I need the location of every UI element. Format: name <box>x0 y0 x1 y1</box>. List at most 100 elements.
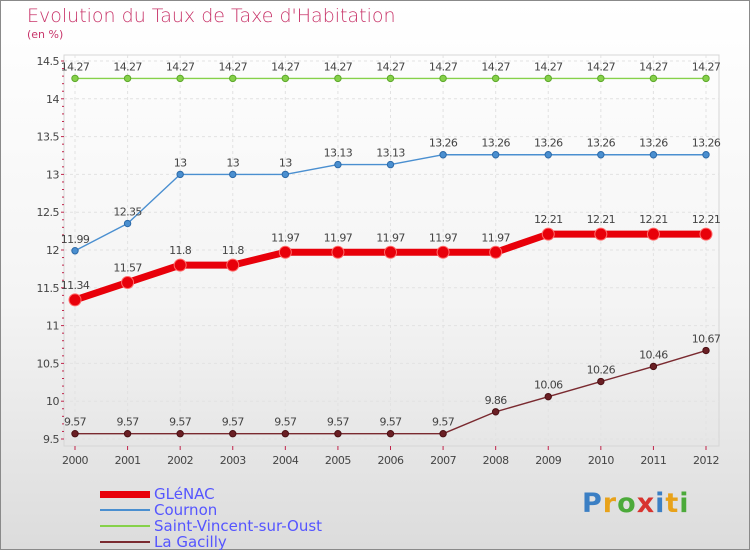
data-label: 11.34 <box>61 279 90 292</box>
data-label: 11.97 <box>376 231 405 244</box>
data-label: 11.97 <box>271 231 300 244</box>
proxiti-logo: Proxiti <box>582 488 690 519</box>
data-point <box>491 408 500 416</box>
data-label: 14.27 <box>61 60 90 73</box>
data-point <box>386 430 395 438</box>
data-point <box>281 170 290 179</box>
data-label: 10.06 <box>534 379 563 392</box>
logo-letter: t <box>665 488 680 519</box>
y-tick-label: 10.5 <box>37 357 60 370</box>
data-label: 11.57 <box>113 262 142 275</box>
data-label: 12.21 <box>587 213 616 226</box>
data-label: 9.57 <box>222 416 245 429</box>
x-tick-label: 2000 <box>62 454 88 467</box>
data-point <box>71 74 79 83</box>
data-point <box>544 151 552 159</box>
logo-letter: x <box>636 488 656 519</box>
data-point <box>436 245 450 259</box>
x-tick-label: 2005 <box>325 454 351 467</box>
data-label: 14.27 <box>376 60 405 73</box>
data-label: 9.86 <box>485 394 508 407</box>
data-label: 14.27 <box>692 60 721 73</box>
data-label: 9.57 <box>117 416 140 429</box>
y-tick-label: 14.5 <box>37 55 60 68</box>
y-tick-label: 13.5 <box>37 131 60 144</box>
x-tick-label: 2008 <box>483 454 509 467</box>
x-tick-label: 2003 <box>220 454 246 467</box>
series-la-gacilly: 9.57 9.57 9.57 9.57 9.57 9.57 9.57 9.57 9.86 10.0… <box>64 333 721 438</box>
data-point <box>384 245 397 259</box>
data-point <box>121 276 135 290</box>
y-tick-label: 11 <box>46 320 59 333</box>
data-point <box>649 362 658 371</box>
data-label: 13.26 <box>429 137 458 150</box>
legend-label: La Gacilly <box>154 533 227 551</box>
data-label: 9.57 <box>169 416 192 429</box>
series-gl-nac: 11.34 11.57 11.8 11.8 11.97 11.97 11.97 11.97 11… <box>61 213 721 307</box>
data-label: 13.26 <box>639 137 668 150</box>
data-label: 14.27 <box>166 60 195 73</box>
data-point <box>176 430 184 438</box>
data-point <box>597 74 605 83</box>
x-tick-label: 2007 <box>430 454 456 467</box>
data-point <box>649 151 658 159</box>
data-label: 9.57 <box>274 416 297 429</box>
data-label: 12.21 <box>692 213 721 226</box>
logo-letter: r <box>602 488 618 519</box>
data-point <box>176 74 184 83</box>
legend-label: GLéNAC <box>154 485 215 503</box>
data-label: 14.27 <box>324 60 353 73</box>
data-point <box>229 170 237 179</box>
data-label: 13.26 <box>481 137 510 150</box>
data-point <box>491 151 500 159</box>
data-point <box>541 227 555 241</box>
chart-unit-label: (en %) <box>27 28 64 41</box>
data-point <box>544 74 552 83</box>
data-point <box>123 74 132 83</box>
data-point <box>173 258 187 272</box>
data-point <box>123 430 132 438</box>
data-point <box>439 74 447 83</box>
data-point <box>646 227 660 241</box>
logo-letter: i <box>679 488 690 519</box>
data-point <box>386 74 395 83</box>
y-tick-label: 12.5 <box>37 206 60 219</box>
legend-swatch <box>100 525 150 527</box>
logo-letter: P <box>582 488 603 519</box>
y-tick-label: 9.5 <box>43 433 59 446</box>
data-label: 13 <box>279 156 292 169</box>
data-label: 9.57 <box>327 416 350 429</box>
data-label: 14.27 <box>429 60 458 73</box>
data-point <box>71 430 79 438</box>
data-point <box>597 151 605 159</box>
data-label: 13.26 <box>692 137 721 150</box>
data-point <box>331 245 345 259</box>
data-label: 13.13 <box>324 147 353 160</box>
data-label: 13 <box>226 156 239 169</box>
legend-label: Cournon <box>154 501 218 519</box>
data-label: 10.46 <box>639 348 668 361</box>
data-point <box>123 219 132 228</box>
data-label: 11.8 <box>169 244 192 257</box>
data-label: 12.21 <box>534 213 563 226</box>
y-tick-label: 14 <box>46 93 59 106</box>
x-tick-label: 2010 <box>588 454 614 467</box>
data-label: 14.27 <box>219 60 248 73</box>
data-point <box>489 245 503 259</box>
y-tick-label: 11.5 <box>37 282 60 295</box>
y-tick-label: 10 <box>46 395 59 408</box>
data-point <box>334 430 342 438</box>
data-label: 11.8 <box>222 244 245 257</box>
x-tick-label: 2002 <box>167 454 193 467</box>
data-label: 14.27 <box>113 60 142 73</box>
data-point <box>594 227 608 241</box>
data-point <box>439 430 447 438</box>
data-point <box>491 74 500 83</box>
data-label: 10.26 <box>587 364 616 377</box>
data-point <box>278 245 292 259</box>
data-point <box>702 74 710 83</box>
data-label: 14.27 <box>534 60 563 73</box>
chart-title: Evolution du Taux de Taxe d'Habitation <box>27 5 396 27</box>
logo-letter: i <box>655 488 666 519</box>
